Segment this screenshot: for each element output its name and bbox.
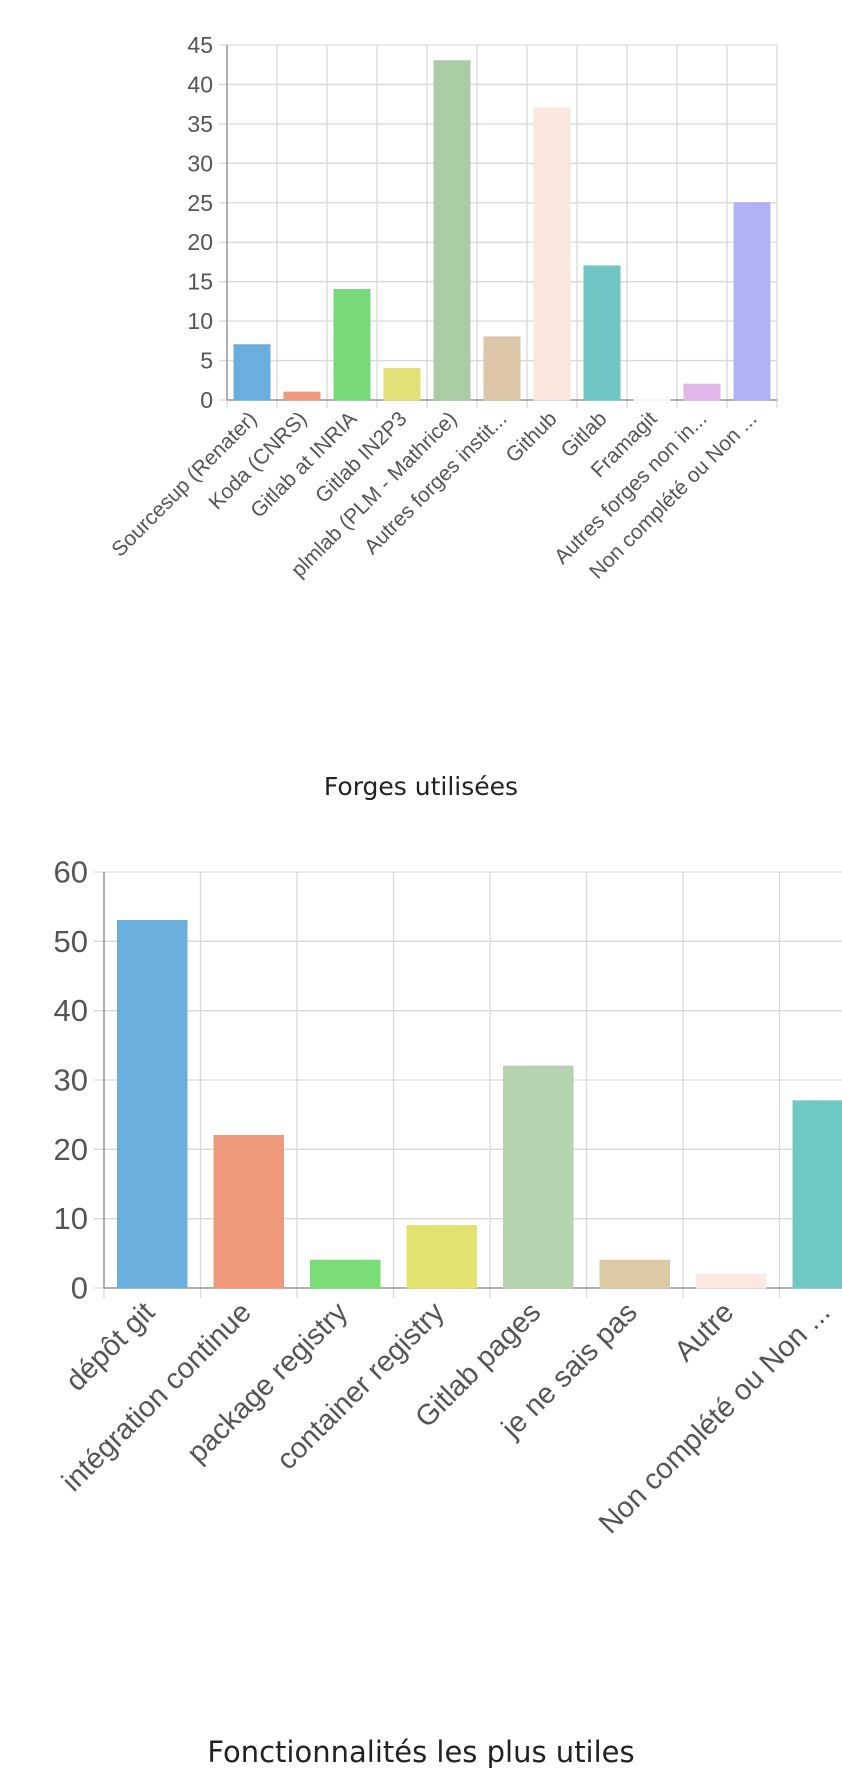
bar-autres-forges-non-in — [683, 383, 721, 401]
x-tick-label: Autre — [669, 1296, 741, 1368]
y-tick-label: 40 — [54, 993, 88, 1028]
x-tick-label: Github — [502, 407, 562, 467]
x-tick-label: package registry — [181, 1296, 354, 1469]
bar-container-registry — [406, 1225, 477, 1289]
chart-title: Forges utilisées — [324, 772, 518, 800]
bar-je-ne-sais-pas — [599, 1259, 670, 1289]
x-tick-label: container registry — [271, 1296, 451, 1476]
y-tick-label: 20 — [187, 229, 213, 255]
y-tick-label: 10 — [54, 1201, 88, 1236]
x-tick-label: dépôt git — [60, 1296, 161, 1397]
bar-depot-git — [117, 920, 188, 1289]
y-tick-label: 60 — [54, 855, 88, 890]
bar-koda-cnrs — [283, 391, 321, 401]
y-tick-label: 25 — [187, 190, 213, 216]
x-tick-label: intégration continue — [56, 1296, 258, 1498]
y-tick-label: 30 — [54, 1063, 88, 1098]
y-tick-label: 5 — [200, 348, 213, 374]
chart-title: Fonctionnalités les plus utiles — [207, 1735, 634, 1769]
y-tick-label: 20 — [54, 1132, 88, 1167]
y-tick-label: 0 — [200, 387, 213, 413]
bar-gitlab-at-inria — [333, 289, 371, 401]
y-tick-label: 30 — [187, 150, 213, 176]
bar-autre — [696, 1273, 767, 1289]
bar-gitlab — [583, 265, 621, 401]
bar-package-registry — [310, 1259, 381, 1289]
bar-sourcesup-renater — [233, 344, 271, 401]
bar-github — [533, 107, 571, 401]
bar-plmlab-plm-mathrice — [433, 60, 471, 401]
bar-gitlab-in2p3 — [383, 367, 421, 401]
bar-gitlab-pages — [503, 1065, 574, 1289]
bar-non-complete-ou-non — [792, 1100, 842, 1289]
y-tick-label: 10 — [187, 308, 213, 334]
bar-integration-continue — [213, 1134, 284, 1289]
y-tick-label: 50 — [54, 924, 88, 959]
bar-non-complete-ou-non — [733, 202, 771, 401]
y-tick-label: 0 — [71, 1271, 88, 1306]
bar-autres-forges-instit — [483, 336, 521, 401]
y-tick-label: 40 — [187, 71, 213, 97]
y-tick-label: 15 — [187, 269, 213, 295]
bar-framagit — [633, 399, 671, 401]
y-tick-label: 45 — [187, 32, 213, 58]
y-tick-label: 35 — [187, 111, 213, 137]
